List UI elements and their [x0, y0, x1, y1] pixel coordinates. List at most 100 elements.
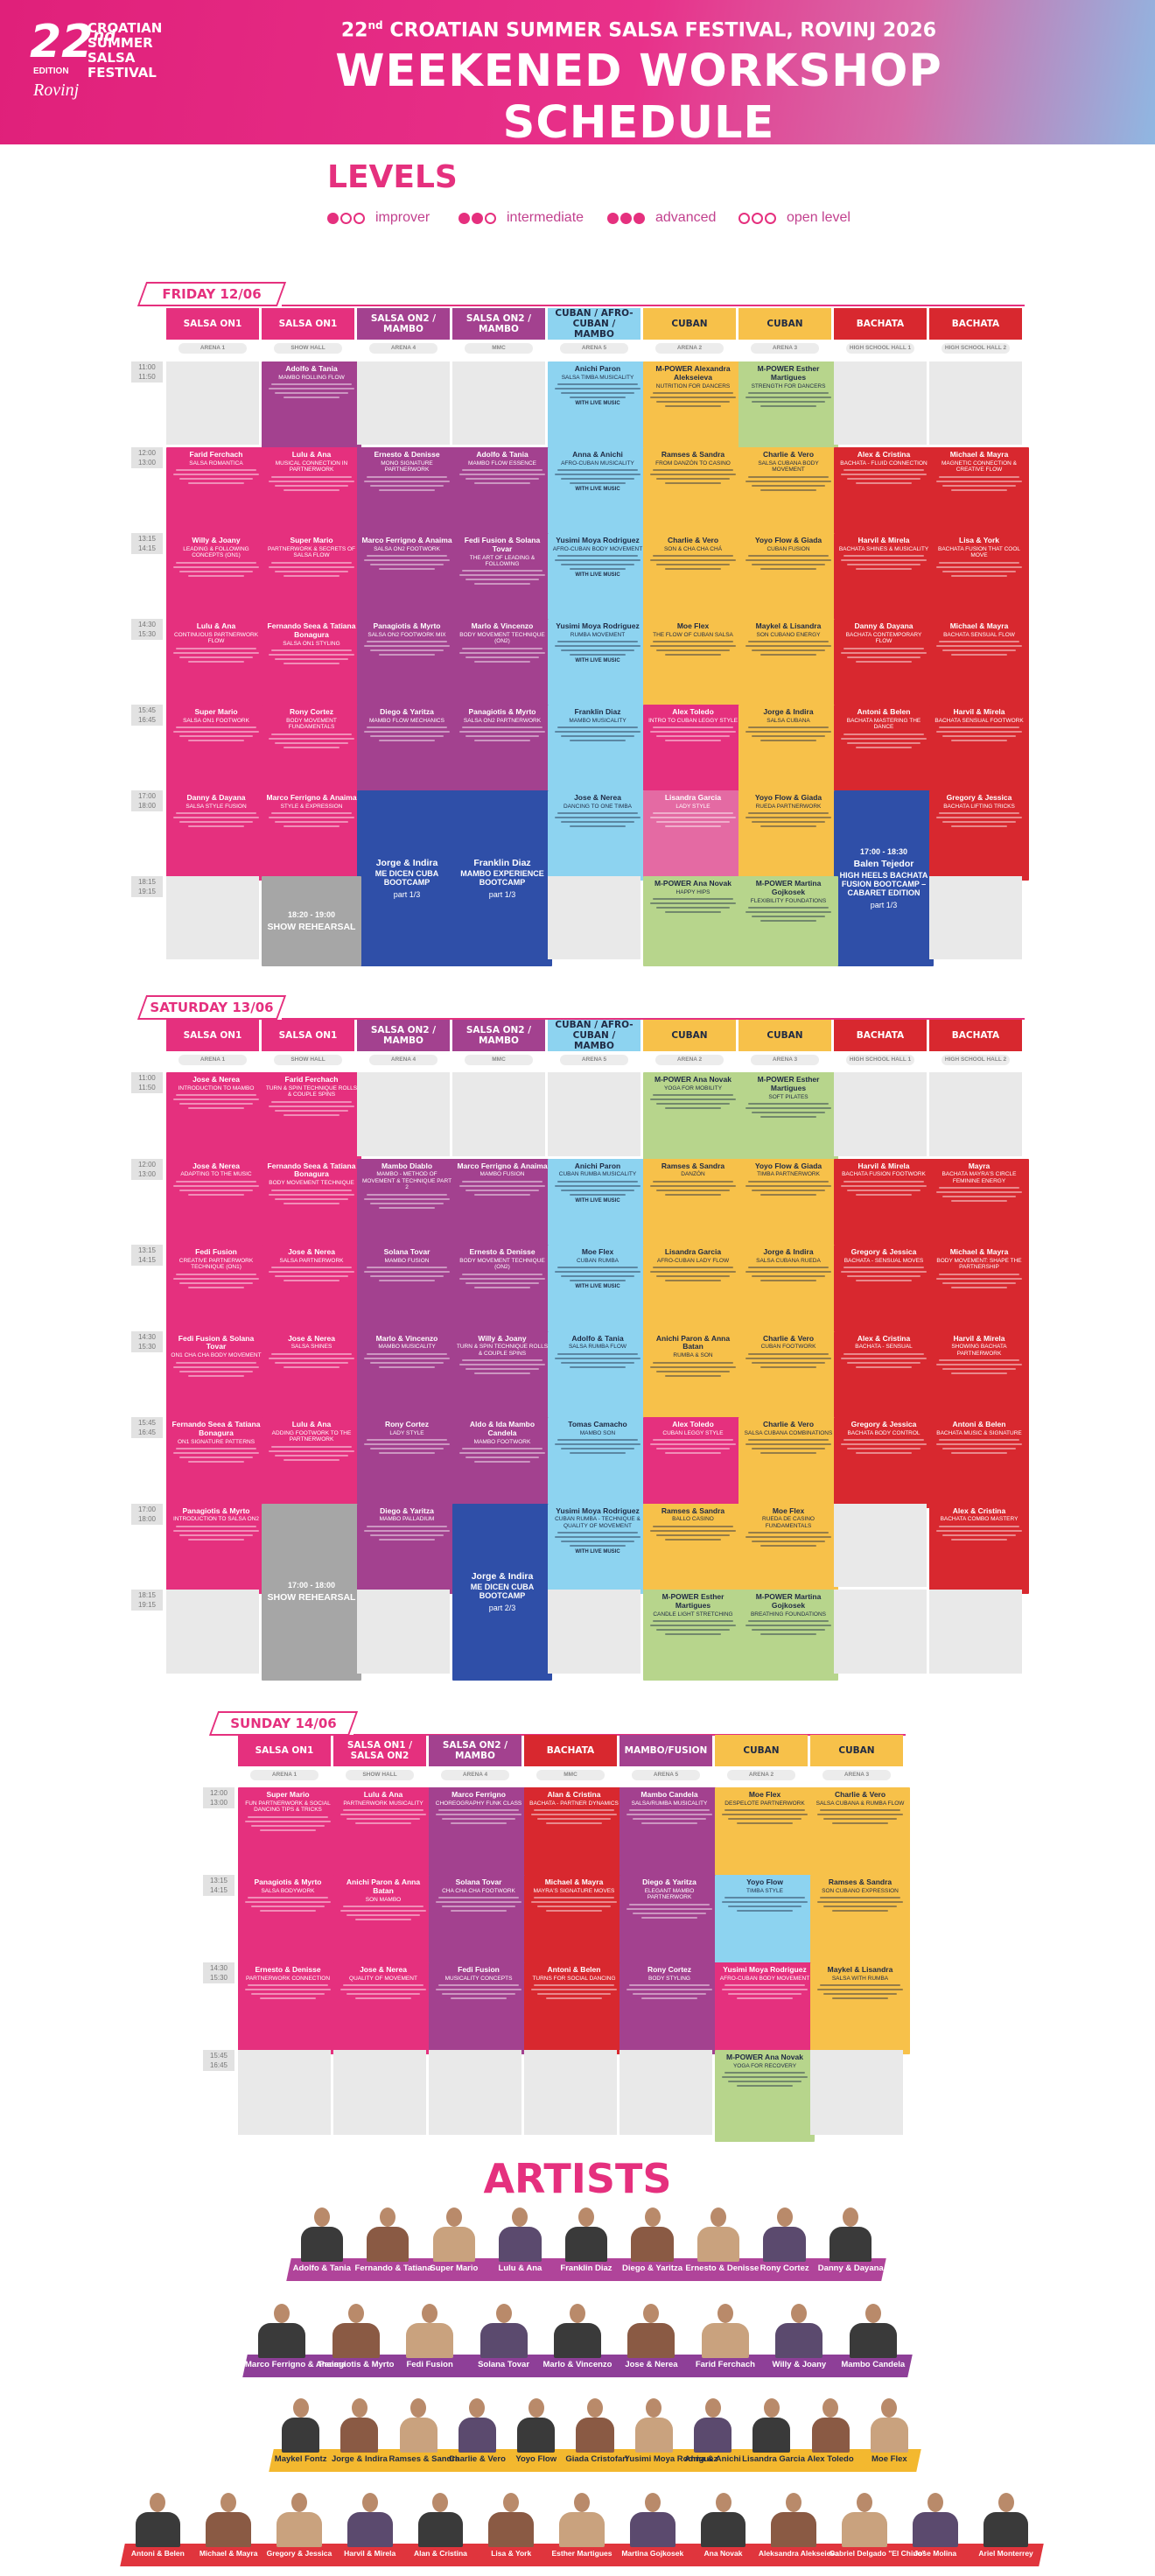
room-label: ARENA 4 [441, 1770, 509, 1780]
workshop-cell: Harvil & Mirela BACHATA SENSUAL FOOTWORK [929, 705, 1029, 795]
description-line [557, 726, 638, 729]
description-line [942, 1448, 1017, 1450]
description-line [856, 746, 912, 748]
cell-name: Charlie & Vero [667, 536, 719, 544]
artist-photo-head [704, 2398, 721, 2418]
description-line [459, 1364, 545, 1366]
time-end: 18:00 [137, 1514, 157, 1523]
time-end: 16:45 [137, 1428, 157, 1436]
workshop-cell: Fedi Fusion & Solana Tovar ON1 CHA CHA BO… [166, 1330, 266, 1421]
cell-title: AFRO-CUBAN BODY MOVEMENT [719, 1975, 810, 1982]
description-line [284, 825, 340, 828]
description-line [822, 1906, 898, 1908]
time-start: 13:15 [209, 1877, 228, 1885]
column-style: SALSA ON1 [255, 1745, 314, 1756]
description-line [746, 817, 831, 819]
cell-title: BODY MOVEMENT FUNDAMENTALS [286, 717, 337, 731]
levels-legend: improver intermediate advanced open level [327, 208, 940, 229]
description-line [369, 1275, 444, 1278]
description-line [560, 1189, 635, 1191]
cell-name: Harvil & Mirela [858, 536, 910, 544]
cell-name: Farid Ferchach [189, 450, 243, 459]
cell-title: MAMBO FUSION [384, 1257, 430, 1264]
description-line [746, 480, 831, 482]
description-line [746, 1625, 831, 1626]
artist-photo-head [864, 2304, 881, 2323]
artist-name: Ariel Monterrey [978, 2549, 1033, 2558]
description-line [653, 1180, 733, 1183]
description-line [936, 817, 1022, 819]
cell-name: Mambo Candela [640, 1790, 698, 1799]
workshop-cell: Lulu & Ana CONTINUOUS PARTNERWORK FLOW [166, 619, 266, 709]
description-line [340, 1814, 426, 1816]
column-header: CUBAN [715, 1735, 808, 1766]
cell-name: Mambo Diablo [381, 1161, 433, 1170]
cell-title: STRENGTH FOR DANCERS [751, 383, 826, 390]
cell-name: Harvil & Mirela [953, 707, 1005, 716]
description-line [650, 397, 736, 398]
description-line [939, 475, 1019, 478]
cell-title: BACHATA - SENSUAL MOVES [844, 1257, 924, 1264]
artist-photo-head [347, 2304, 364, 2323]
cell-name: Michael & Mayra [949, 450, 1009, 459]
cell-name: Panagiotis & Myrto [373, 621, 441, 630]
time-box: 15:45 16:45 [131, 1417, 163, 1438]
level-dot [340, 212, 352, 224]
cell-name: Diego & Yaritza [642, 1878, 696, 1886]
description-line [364, 1271, 450, 1274]
workshop-cell: Panagiotis & Myrto SALSA ON2 FOOTWORK MIX [357, 619, 457, 709]
description-line [271, 561, 352, 564]
description-line [629, 1809, 710, 1812]
workshop-cell: Anichi Paron CUBAN RUMBA MUSICALITY WITH L… [548, 1158, 648, 1249]
artist-name: Anna & Anichi [684, 2454, 741, 2464]
column-style: SALSA ON1 [183, 319, 242, 329]
cell-title: TIMBA STYLE [746, 1887, 783, 1894]
cell-name: Willy & Joany [192, 536, 241, 544]
workshop-cell: M-POWER Esther Martigues SOFT PILATES [738, 1072, 838, 1163]
artist-name: Gregory & Jessica [266, 2549, 332, 2558]
cell-name: Antoni & Belen [857, 707, 911, 716]
description-line [746, 1536, 831, 1539]
description-line [355, 1822, 411, 1825]
description-line [260, 1997, 316, 2000]
time-box: 11:00 11:50 [131, 361, 163, 383]
description-line [748, 1532, 829, 1534]
cell-title: SALSA ON1 STYLING [283, 640, 340, 647]
description-line [846, 1361, 921, 1364]
cell-name: Adolfo & Tania [285, 364, 338, 373]
workshop-cell: Rony Cortez BODY MOVEMENT FUNDAMENTALS [262, 705, 361, 795]
cell-name: Yoyo Flow & Giada [754, 1161, 822, 1170]
empty-cell [620, 2050, 712, 2135]
column-header: CUBAN / AFRO-CUBAN / MAMBO [548, 308, 640, 340]
artist-name: Lulu & Ana [498, 2264, 542, 2273]
description-line [655, 478, 731, 481]
workshop-cell: Mayra BACHATA MAYRA'S CIRCLE FEMININE ENE… [929, 1158, 1029, 1249]
day-label: SATURDAY 13/06 [136, 995, 287, 1020]
cell-title: YOGA FOR RECOVERY [732, 2062, 797, 2069]
cell-name: M-POWER Martina Gojkosek [755, 1592, 822, 1610]
artist-photo-body [332, 2323, 380, 2358]
time-start: 13:15 [137, 535, 157, 543]
description-line [441, 1818, 516, 1821]
room-label: ARENA 4 [369, 343, 438, 354]
description-line [665, 1107, 721, 1110]
artist-name: Adolfo & Tania [292, 2264, 351, 2273]
time-end: 16:45 [137, 716, 157, 724]
workshop-cell: Moe Flex RUEDA DE CASINO FUNDAMENTALS [738, 1503, 838, 1594]
workshop-cell: Marlo & Vincenzo BODY MOVEMENT TECHNIQUE … [452, 619, 552, 709]
workshop-cell: Charlie & Vero SALSA CUBANA COMBINATIONS [738, 1417, 838, 1508]
cell-title: BACHATA FUSION FOOTWORK [842, 1171, 926, 1178]
description-line [570, 654, 626, 656]
description-line [188, 740, 244, 742]
description-line [570, 825, 626, 828]
cell-title: MAYRA'S SIGNATURE MOVES [533, 1887, 615, 1894]
description-line [942, 735, 1017, 738]
workshop-cell: M-POWER Martina Gojkosek FLEXIBILITY FOUN… [738, 876, 838, 966]
empty-cell [357, 1590, 450, 1674]
time-end: 18:00 [137, 802, 157, 810]
level-dot [472, 212, 483, 224]
cell-name: Anichi Paron & Anna Batan [346, 1878, 421, 1895]
description-line [665, 1633, 721, 1635]
description-line [665, 1193, 721, 1196]
description-line [844, 1267, 924, 1269]
